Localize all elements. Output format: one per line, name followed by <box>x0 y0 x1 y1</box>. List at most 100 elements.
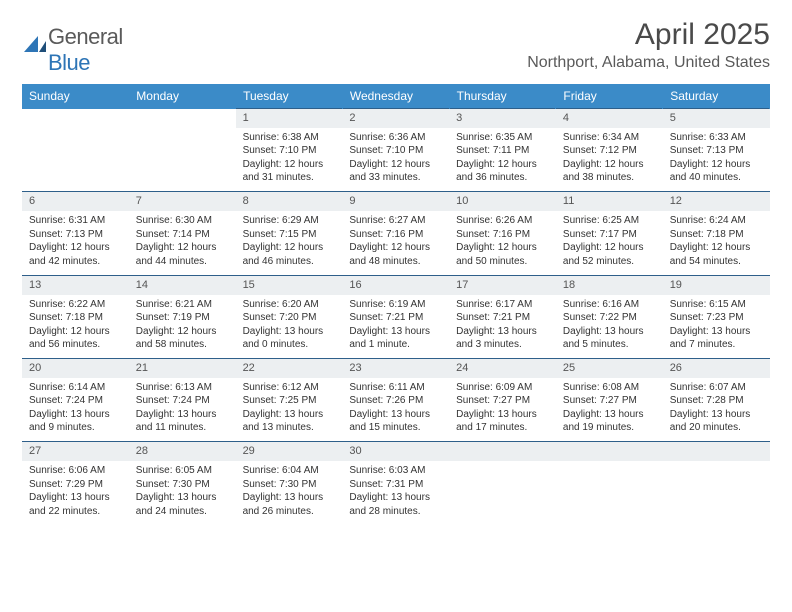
daylight-line2: and 26 minutes. <box>243 505 336 519</box>
sunrise-text: Sunrise: 6:09 AM <box>456 381 549 395</box>
day-number-cell: 28 <box>129 442 236 461</box>
daylight-line2: and 11 minutes. <box>136 421 229 435</box>
daylight-line2: and 0 minutes. <box>243 338 336 352</box>
daylight-line1: Daylight: 12 hours <box>670 158 763 172</box>
day-data-cell: Sunrise: 6:25 AMSunset: 7:17 PMDaylight:… <box>556 211 663 275</box>
sunset-text: Sunset: 7:24 PM <box>29 394 122 408</box>
day-data-cell: Sunrise: 6:34 AMSunset: 7:12 PMDaylight:… <box>556 128 663 192</box>
day-number-cell <box>556 442 663 461</box>
day-data-cell: Sunrise: 6:20 AMSunset: 7:20 PMDaylight:… <box>236 295 343 359</box>
daylight-line1: Daylight: 13 hours <box>243 491 336 505</box>
daylight-line2: and 54 minutes. <box>670 255 763 269</box>
sunset-text: Sunset: 7:19 PM <box>136 311 229 325</box>
weekday-header: Thursday <box>449 84 556 109</box>
sunset-text: Sunset: 7:22 PM <box>563 311 656 325</box>
daylight-line2: and 48 minutes. <box>349 255 442 269</box>
daylight-line1: Daylight: 12 hours <box>563 241 656 255</box>
day-number-cell: 24 <box>449 359 556 378</box>
daylight-line1: Daylight: 12 hours <box>243 158 336 172</box>
day-number-cell: 18 <box>556 275 663 294</box>
daylight-line2: and 33 minutes. <box>349 171 442 185</box>
sunset-text: Sunset: 7:20 PM <box>243 311 336 325</box>
day-number-cell: 3 <box>449 109 556 128</box>
daylight-line1: Daylight: 12 hours <box>29 241 122 255</box>
day-data-cell: Sunrise: 6:04 AMSunset: 7:30 PMDaylight:… <box>236 461 343 525</box>
sunset-text: Sunset: 7:11 PM <box>456 144 549 158</box>
sunset-text: Sunset: 7:29 PM <box>29 478 122 492</box>
daylight-line2: and 56 minutes. <box>29 338 122 352</box>
header: General Blue April 2025 Northport, Alaba… <box>22 18 770 76</box>
daylight-line1: Daylight: 13 hours <box>243 408 336 422</box>
day-number-cell: 25 <box>556 359 663 378</box>
day-number-row: 27282930 <box>22 442 770 461</box>
day-number-cell: 14 <box>129 275 236 294</box>
day-data-cell: Sunrise: 6:14 AMSunset: 7:24 PMDaylight:… <box>22 378 129 442</box>
day-number-cell <box>449 442 556 461</box>
weekday-header: Tuesday <box>236 84 343 109</box>
daylight-line2: and 3 minutes. <box>456 338 549 352</box>
day-data-row: Sunrise: 6:22 AMSunset: 7:18 PMDaylight:… <box>22 295 770 359</box>
day-data-cell: Sunrise: 6:19 AMSunset: 7:21 PMDaylight:… <box>342 295 449 359</box>
day-data-cell: Sunrise: 6:07 AMSunset: 7:28 PMDaylight:… <box>663 378 770 442</box>
weekday-header: Wednesday <box>342 84 449 109</box>
sunset-text: Sunset: 7:10 PM <box>349 144 442 158</box>
sunrise-text: Sunrise: 6:27 AM <box>349 214 442 228</box>
day-data-row: Sunrise: 6:38 AM Sunset: 7:10 PM Daylight:… <box>22 128 770 192</box>
daylight-line2: and 46 minutes. <box>243 255 336 269</box>
calendar-grid: Sunday Monday Tuesday Wednesday Thursday… <box>22 84 770 525</box>
day-data-cell: Sunrise: 6:06 AMSunset: 7:29 PMDaylight:… <box>22 461 129 525</box>
daylight-line1: Daylight: 13 hours <box>29 491 122 505</box>
day-data-cell <box>449 461 556 525</box>
sunrise-text: Sunrise: 6:34 AM <box>563 131 656 145</box>
weekday-header: Saturday <box>663 84 770 109</box>
daylight-line2: and 9 minutes. <box>29 421 122 435</box>
daylight-line1: Daylight: 13 hours <box>456 408 549 422</box>
day-number-cell: 26 <box>663 359 770 378</box>
day-number-cell: 16 <box>342 275 449 294</box>
sunrise-text: Sunrise: 6:36 AM <box>349 131 442 145</box>
weekday-header: Sunday <box>22 84 129 109</box>
day-number-cell: 2 <box>342 109 449 128</box>
day-number-cell: 9 <box>342 192 449 211</box>
daylight-line2: and 36 minutes. <box>456 171 549 185</box>
month-title: April 2025 <box>527 18 770 52</box>
daylight-line2: and 19 minutes. <box>563 421 656 435</box>
sunset-text: Sunset: 7:25 PM <box>243 394 336 408</box>
daylight-line2: and 40 minutes. <box>670 171 763 185</box>
day-data-cell: Sunrise: 6:22 AMSunset: 7:18 PMDaylight:… <box>22 295 129 359</box>
day-number-cell: 7 <box>129 192 236 211</box>
logo: General Blue <box>22 18 123 76</box>
daylight-line2: and 5 minutes. <box>563 338 656 352</box>
logo-sail-icon <box>24 34 46 57</box>
day-number-cell: 19 <box>663 275 770 294</box>
day-number-row: 13141516171819 <box>22 275 770 294</box>
daylight-line1: Daylight: 12 hours <box>456 241 549 255</box>
daylight-line2: and 1 minute. <box>349 338 442 352</box>
day-number-cell: 23 <box>342 359 449 378</box>
daylight-line1: Daylight: 12 hours <box>136 325 229 339</box>
day-number-row: 12345 <box>22 109 770 128</box>
sunset-text: Sunset: 7:18 PM <box>29 311 122 325</box>
day-number-row: 6789101112 <box>22 192 770 211</box>
daylight-line2: and 50 minutes. <box>456 255 549 269</box>
sunset-text: Sunset: 7:14 PM <box>136 228 229 242</box>
daylight-line2: and 52 minutes. <box>563 255 656 269</box>
day-number-cell: 13 <box>22 275 129 294</box>
sunrise-text: Sunrise: 6:19 AM <box>349 298 442 312</box>
weekday-header: Monday <box>129 84 236 109</box>
day-data-cell: Sunrise: 6:03 AMSunset: 7:31 PMDaylight:… <box>342 461 449 525</box>
daylight-line1: Daylight: 13 hours <box>349 491 442 505</box>
sunrise-text: Sunrise: 6:38 AM <box>243 131 336 145</box>
sunset-text: Sunset: 7:27 PM <box>456 394 549 408</box>
day-data-cell <box>556 461 663 525</box>
daylight-line2: and 38 minutes. <box>563 171 656 185</box>
sunrise-text: Sunrise: 6:25 AM <box>563 214 656 228</box>
day-number-cell: 12 <box>663 192 770 211</box>
daylight-line2: and 22 minutes. <box>29 505 122 519</box>
daylight-line2: and 13 minutes. <box>243 421 336 435</box>
daylight-line2: and 31 minutes. <box>243 171 336 185</box>
day-number-cell <box>22 109 129 128</box>
sunrise-text: Sunrise: 6:03 AM <box>349 464 442 478</box>
day-data-cell: Sunrise: 6:24 AMSunset: 7:18 PMDaylight:… <box>663 211 770 275</box>
sunset-text: Sunset: 7:27 PM <box>563 394 656 408</box>
